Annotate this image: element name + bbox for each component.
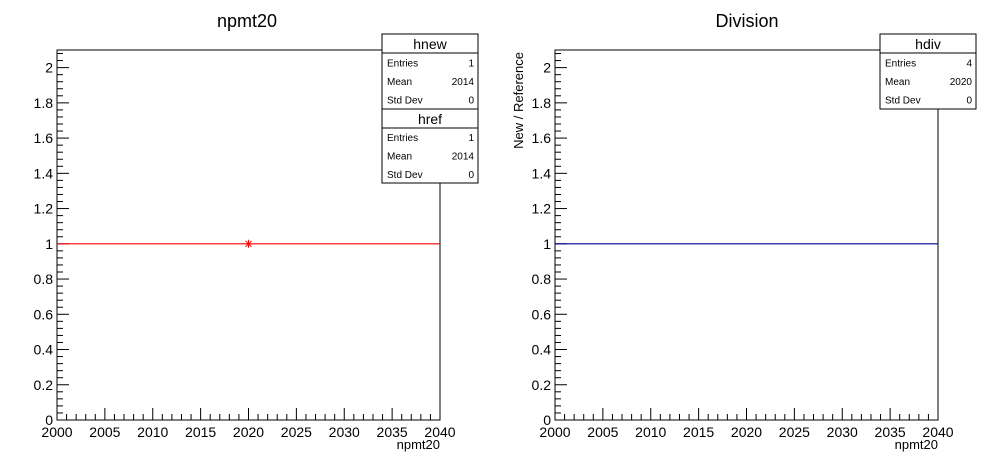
stat-box-hdiv: hdiv Entries 4 Mean 2020 Std Dev 0 bbox=[879, 33, 977, 110]
y-tick-label: 0.6 bbox=[34, 306, 54, 322]
stat-box-title: href bbox=[418, 111, 442, 127]
right-plot-title: Division bbox=[715, 11, 778, 31]
stat-row-value: 0 bbox=[966, 96, 972, 107]
y-tick-label: 1.4 bbox=[34, 165, 54, 181]
x-tick-label: 2030 bbox=[827, 424, 858, 440]
stat-row-value: 2014 bbox=[452, 152, 475, 163]
right-plot-panel: Division 2000 2005 2010 2015 2020 2025 2030 203… bbox=[511, 11, 977, 452]
x-tick-label: 2010 bbox=[137, 424, 168, 440]
x-tick-label: 2035 bbox=[875, 424, 906, 440]
x-tick-label: 2020 bbox=[233, 424, 264, 440]
right-y-axis-label: New / Reference bbox=[511, 52, 526, 149]
stat-row-value: 4 bbox=[966, 58, 972, 69]
y-tick-label: 0.4 bbox=[532, 342, 552, 358]
y-tick-label: 0 bbox=[543, 412, 551, 428]
y-tick-label: 0.4 bbox=[34, 342, 54, 358]
y-tick-label: 0.2 bbox=[532, 377, 552, 393]
stat-row-label: Entries bbox=[387, 133, 418, 144]
stat-row-label: Entries bbox=[387, 58, 418, 69]
stat-row-label: Std Dev bbox=[387, 96, 423, 107]
stat-row-label: Std Dev bbox=[387, 170, 423, 181]
left-plot-panel: npmt20 2000 2005 2010 2015 2020 2025 2030 2035 2… bbox=[34, 11, 479, 452]
left-plot-title: npmt20 bbox=[217, 11, 277, 31]
x-tick-label: 2015 bbox=[683, 424, 714, 440]
y-tick-label: 1 bbox=[543, 236, 551, 252]
y-tick-label: 0 bbox=[45, 412, 53, 428]
stat-row-label: Std Dev bbox=[885, 96, 921, 107]
y-tick-label: 2 bbox=[543, 60, 551, 76]
y-tick-label: 1.2 bbox=[532, 201, 552, 217]
stat-row-value: 0 bbox=[468, 96, 474, 107]
y-tick-label: 1.8 bbox=[34, 95, 54, 111]
right-x-axis-label: npmt20 bbox=[895, 437, 938, 452]
x-tick-label: 2030 bbox=[329, 424, 360, 440]
y-tick-label: 1.2 bbox=[34, 201, 54, 217]
stat-box-hnew: hnew Entries 1 Mean 2014 Std Dev 0 bbox=[381, 33, 479, 110]
y-tick-label: 0.8 bbox=[532, 271, 552, 287]
stat-row-label: Mean bbox=[885, 77, 910, 88]
stat-row-label: Mean bbox=[387, 77, 412, 88]
x-tick-label: 2040 bbox=[922, 424, 953, 440]
x-tick-label: 2000 bbox=[41, 424, 72, 440]
stat-row-value: 1 bbox=[468, 133, 474, 144]
left-y-axis: 0 0.2 0.4 0.6 0.8 1 1.2 1.4 1.6 1.8 2 bbox=[34, 53, 69, 428]
y-tick-label: 1.8 bbox=[532, 95, 552, 111]
x-tick-label: 2005 bbox=[89, 424, 120, 440]
x-tick-label: 2010 bbox=[635, 424, 666, 440]
x-tick-label: 2025 bbox=[779, 424, 810, 440]
stat-row-label: Mean bbox=[387, 152, 412, 163]
y-tick-label: 1.6 bbox=[34, 130, 54, 146]
left-x-axis: 2000 2005 2010 2015 2020 2025 2030 2035 2040 bbox=[41, 408, 456, 440]
stat-box-frame bbox=[381, 108, 479, 184]
x-tick-label: 2020 bbox=[731, 424, 762, 440]
x-tick-label: 2040 bbox=[424, 424, 455, 440]
stat-row-value: 1 bbox=[468, 58, 474, 69]
x-tick-label: 2035 bbox=[377, 424, 408, 440]
right-y-axis: 0 0.2 0.4 0.6 0.8 1 1.2 1.4 1.6 1.8 2 bbox=[532, 53, 567, 428]
right-stat-boxes: hdiv Entries 4 Mean 2020 Std Dev 0 bbox=[879, 33, 977, 110]
data-point-marker bbox=[245, 239, 252, 248]
stat-box-title: hdiv bbox=[915, 36, 941, 52]
left-x-axis-label: npmt20 bbox=[397, 437, 440, 452]
x-tick-label: 2005 bbox=[587, 424, 618, 440]
y-tick-label: 1.6 bbox=[532, 130, 552, 146]
y-tick-label: 1.4 bbox=[532, 165, 552, 181]
x-tick-label: 2025 bbox=[281, 424, 312, 440]
stat-box-title: hnew bbox=[413, 36, 447, 52]
y-tick-label: 0.2 bbox=[34, 377, 54, 393]
left-series bbox=[57, 239, 440, 248]
y-tick-label: 2 bbox=[45, 60, 53, 76]
stat-row-label: Entries bbox=[885, 58, 916, 69]
x-tick-label: 2000 bbox=[539, 424, 570, 440]
x-tick-label: 2015 bbox=[185, 424, 216, 440]
right-x-axis: 2000 2005 2010 2015 2020 2025 2030 2035 2040 bbox=[539, 408, 954, 440]
stat-row-value: 2020 bbox=[950, 77, 973, 88]
y-tick-label: 0.6 bbox=[532, 306, 552, 322]
stat-box-frame bbox=[879, 33, 977, 110]
y-tick-label: 1 bbox=[45, 236, 53, 252]
stat-row-value: 0 bbox=[468, 170, 474, 181]
y-tick-label: 0.8 bbox=[34, 271, 54, 287]
stat-row-value: 2014 bbox=[452, 77, 475, 88]
